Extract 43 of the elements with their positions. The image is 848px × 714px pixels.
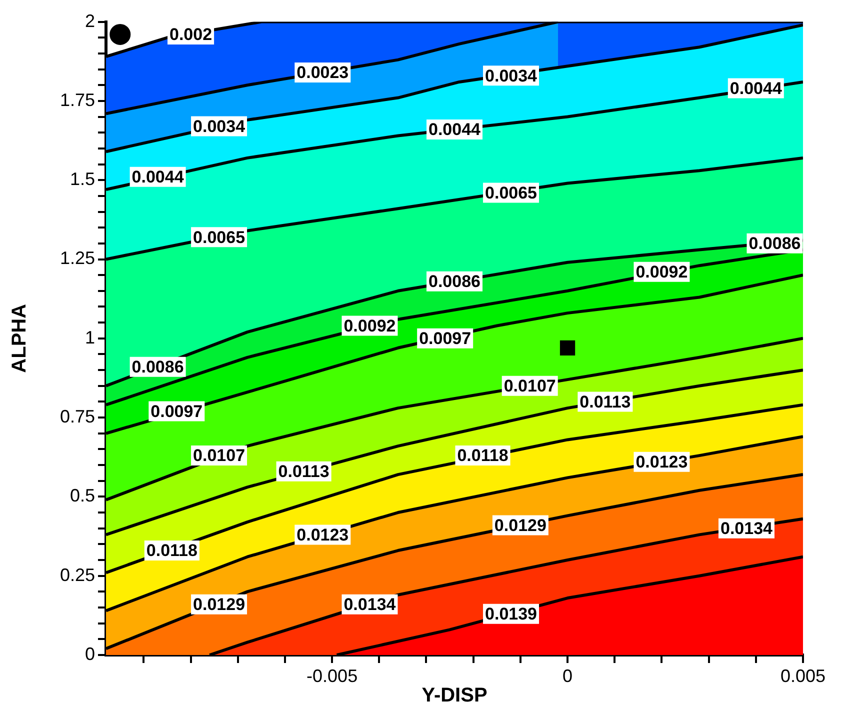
annotation: 0.0134 xyxy=(344,595,396,614)
x-tick-label: -0.005 xyxy=(306,666,358,686)
annotation: 0.0113 xyxy=(278,462,330,482)
annotation: 0.0123 xyxy=(636,452,688,472)
annotation: 0.0129 xyxy=(494,516,546,535)
annotation: 0.0092 xyxy=(344,316,396,336)
annotation: 0.0097 xyxy=(419,329,472,348)
y-axis-title: ALPHA xyxy=(8,304,31,373)
annotation: 0.0044 xyxy=(428,120,482,140)
annotation: 0.002 xyxy=(169,25,212,44)
annotation: 0.0044 xyxy=(132,168,184,187)
annotation: 0.0118 xyxy=(146,541,198,560)
annotation: 0.0065 xyxy=(193,228,246,247)
annotation: 0.0134 xyxy=(720,519,774,538)
x-tick-label: 0 xyxy=(562,666,573,686)
annotation: 0.0139 xyxy=(485,604,538,624)
annotation: 0.0086 xyxy=(132,358,184,377)
x-axis-title: Y-DISP xyxy=(422,684,488,707)
y-tick-label: 1.75 xyxy=(60,90,95,110)
annotation: 0.0023 xyxy=(296,63,349,82)
annotation: 0.0034 xyxy=(193,116,246,136)
y-tick-label: 1.25 xyxy=(60,248,95,268)
annotation: 0.0034 xyxy=(485,66,538,86)
y-tick-label: 2 xyxy=(84,10,95,31)
annotation: 0.0044 xyxy=(730,78,782,98)
y-tick-label: 0.25 xyxy=(60,564,95,585)
annotation: 0.0086 xyxy=(748,234,801,254)
annotation: 0.0123 xyxy=(296,525,349,544)
annotation: 0.0065 xyxy=(485,183,538,202)
annotation: 0.0092 xyxy=(636,262,688,282)
annotation: 0.0097 xyxy=(150,402,203,421)
y-tick-label: 0.75 xyxy=(60,406,95,427)
annotation: 0.0129 xyxy=(193,595,246,614)
y-tick-label: 1 xyxy=(84,327,95,348)
y-tick-label: 1.5 xyxy=(70,169,95,190)
annotation: 0.0107 xyxy=(504,376,556,396)
annotation: 0.0086 xyxy=(428,272,480,292)
y-tick-label: 0 xyxy=(84,644,95,664)
annotation: 0.0107 xyxy=(193,446,246,466)
annotation: 0.0118 xyxy=(457,446,508,466)
annotation: 0.0113 xyxy=(580,392,631,412)
x-tick-label: 0.005 xyxy=(780,666,826,686)
y-tick-label: 0.5 xyxy=(70,486,95,506)
